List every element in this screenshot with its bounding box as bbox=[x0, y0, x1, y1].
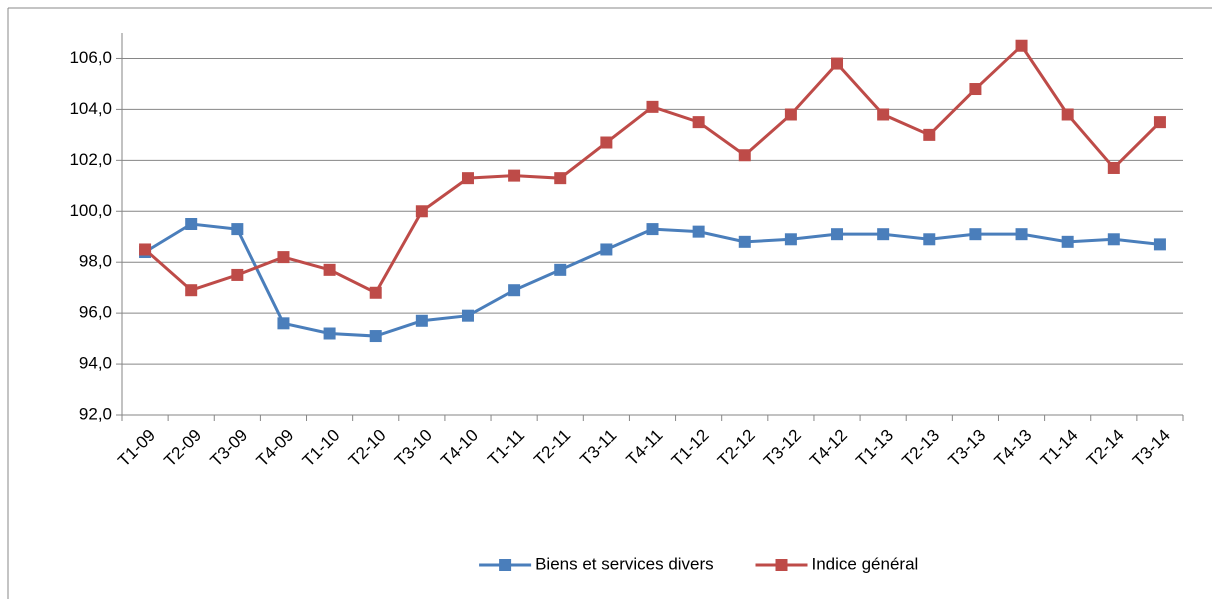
x-tick-label: T1-11 bbox=[484, 426, 528, 470]
point-marker bbox=[877, 228, 890, 241]
legend-label: Indice général bbox=[812, 554, 919, 573]
legend-marker bbox=[775, 559, 788, 571]
point-marker bbox=[231, 223, 244, 236]
x-tick-label: T2-11 bbox=[530, 426, 574, 470]
x-tick-label: T2-14 bbox=[1083, 426, 1128, 471]
point-marker bbox=[1015, 228, 1028, 241]
x-tick-label: T3-09 bbox=[206, 426, 251, 471]
x-tick-label: T2-10 bbox=[345, 426, 390, 471]
x-tick-label: T1-10 bbox=[299, 426, 344, 471]
point-marker bbox=[600, 136, 613, 149]
x-tick-label: T1-13 bbox=[852, 426, 897, 471]
point-marker bbox=[646, 100, 659, 113]
point-marker bbox=[831, 57, 844, 70]
point-marker bbox=[415, 314, 428, 327]
x-tick-label: T4-10 bbox=[437, 426, 482, 471]
point-marker bbox=[277, 317, 290, 330]
x-tick-label: T2-12 bbox=[714, 426, 759, 471]
point-marker bbox=[369, 330, 382, 343]
y-tick-label: 102,0 bbox=[69, 150, 112, 169]
x-tick-label: T4-12 bbox=[806, 426, 851, 471]
x-tick-label: T2-13 bbox=[898, 426, 943, 471]
point-marker bbox=[692, 116, 705, 129]
point-marker bbox=[323, 263, 336, 276]
point-marker bbox=[831, 228, 844, 241]
y-tick-label: 98,0 bbox=[79, 252, 112, 271]
point-marker bbox=[923, 233, 936, 246]
y-tick-label: 96,0 bbox=[79, 303, 112, 322]
point-marker bbox=[461, 309, 474, 322]
point-marker bbox=[139, 243, 152, 256]
point-marker bbox=[969, 83, 982, 96]
point-marker bbox=[1061, 108, 1074, 121]
series-line bbox=[144, 43, 1161, 295]
point-marker bbox=[1153, 238, 1166, 251]
x-tick-label: T3-12 bbox=[760, 426, 805, 471]
x-tick-label: T2-09 bbox=[160, 426, 205, 471]
point-marker bbox=[738, 235, 751, 248]
y-tick-label: 106,0 bbox=[69, 48, 112, 67]
x-tick-label: T1-14 bbox=[1037, 426, 1082, 471]
x-tick-label: T4-09 bbox=[253, 426, 298, 471]
point-marker bbox=[554, 263, 567, 276]
point-marker bbox=[923, 128, 936, 141]
point-marker bbox=[1107, 233, 1120, 246]
point-marker bbox=[692, 225, 705, 238]
point-marker bbox=[1015, 39, 1028, 52]
point-marker bbox=[784, 108, 797, 121]
x-tick-label: T3-10 bbox=[391, 426, 436, 471]
point-marker bbox=[1153, 116, 1166, 129]
y-tick-label: 100,0 bbox=[69, 201, 112, 220]
x-tick-label: T3-11 bbox=[576, 426, 620, 470]
legend-marker bbox=[499, 559, 512, 571]
y-tick-label: 104,0 bbox=[69, 99, 112, 118]
x-tick-label: T4-13 bbox=[991, 426, 1036, 471]
point-marker bbox=[969, 228, 982, 241]
y-tick-label: 94,0 bbox=[79, 354, 112, 373]
point-marker bbox=[1061, 235, 1074, 248]
point-marker bbox=[784, 233, 797, 246]
legend-label: Biens et services divers bbox=[535, 554, 714, 573]
point-marker bbox=[461, 172, 474, 185]
point-marker bbox=[508, 169, 521, 182]
point-marker bbox=[877, 108, 890, 121]
point-marker bbox=[554, 172, 567, 185]
series-line bbox=[144, 222, 1161, 338]
x-tick-label: T1-12 bbox=[668, 426, 713, 471]
point-marker bbox=[738, 149, 751, 162]
x-tick-label: T3-13 bbox=[945, 426, 990, 471]
x-tick-label: T3-14 bbox=[1129, 426, 1174, 471]
x-tick-label: T4-11 bbox=[623, 426, 667, 470]
point-marker bbox=[1107, 161, 1120, 174]
point-marker bbox=[369, 286, 382, 299]
point-marker bbox=[415, 205, 428, 218]
x-tick-label: T1-09 bbox=[114, 426, 159, 471]
point-marker bbox=[185, 218, 198, 230]
point-marker bbox=[277, 251, 290, 264]
point-marker bbox=[646, 223, 659, 236]
point-marker bbox=[323, 327, 336, 340]
point-marker bbox=[600, 243, 613, 256]
point-marker bbox=[231, 268, 244, 281]
point-marker bbox=[185, 284, 198, 297]
point-marker bbox=[508, 284, 521, 297]
y-tick-label: 92,0 bbox=[79, 404, 112, 423]
